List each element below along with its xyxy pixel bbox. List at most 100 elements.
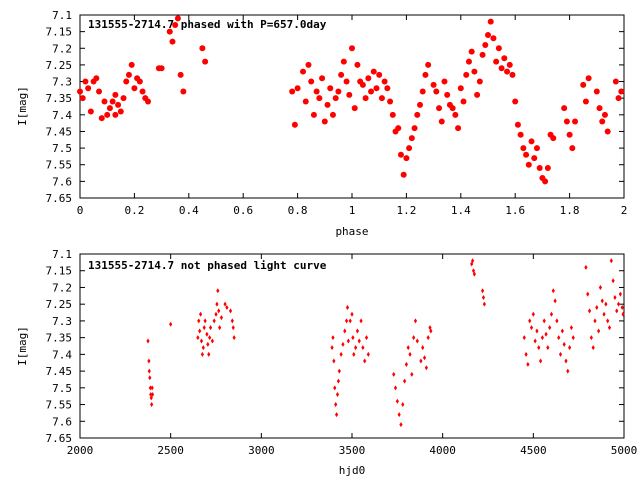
data-point xyxy=(329,111,336,118)
data-point xyxy=(540,335,544,341)
x-axis-label: phase xyxy=(335,225,368,238)
data-point xyxy=(600,298,604,304)
y-tick-label: 7.15 xyxy=(46,26,73,39)
data-point xyxy=(359,81,366,88)
data-point xyxy=(493,58,500,65)
data-point xyxy=(365,75,372,82)
data-point xyxy=(465,58,472,65)
x-tick-label: 0.2 xyxy=(124,204,144,217)
data-point xyxy=(404,361,408,367)
data-point xyxy=(549,311,554,317)
y-tick-label: 7.15 xyxy=(46,265,73,278)
data-point xyxy=(452,111,459,118)
data-point xyxy=(172,21,179,28)
data-point xyxy=(406,145,413,152)
y-tick-label: 7.55 xyxy=(46,399,73,412)
data-point xyxy=(351,105,358,112)
data-point xyxy=(514,121,521,128)
data-point xyxy=(150,392,155,398)
y-axis-label: I[mag] xyxy=(16,86,29,126)
data-point xyxy=(93,75,100,82)
data-point xyxy=(208,325,213,331)
data-point xyxy=(512,98,519,105)
y-tick-label: 7.2 xyxy=(52,281,72,294)
data-point xyxy=(544,331,548,337)
data-point xyxy=(561,105,568,112)
data-point xyxy=(584,264,588,270)
data-point xyxy=(551,288,555,294)
data-point xyxy=(131,85,138,92)
data-point xyxy=(291,121,298,128)
data-point xyxy=(542,318,546,324)
data-point xyxy=(411,125,418,132)
data-point xyxy=(569,145,576,152)
data-point xyxy=(463,71,470,78)
data-point xyxy=(321,118,328,125)
data-point xyxy=(169,321,173,327)
data-point xyxy=(421,345,425,351)
plot-frame xyxy=(79,14,625,199)
data-point xyxy=(436,105,443,112)
data-point xyxy=(354,61,361,68)
x-tick-label: 5000 xyxy=(611,444,638,457)
data-point xyxy=(481,294,486,300)
data-point xyxy=(289,88,296,95)
data-point xyxy=(490,35,497,42)
data-point xyxy=(593,318,597,324)
data-point xyxy=(228,308,233,314)
data-point xyxy=(537,345,541,351)
data-point xyxy=(487,18,494,25)
data-point xyxy=(215,301,219,307)
data-point xyxy=(231,325,235,331)
data-point xyxy=(202,58,209,65)
data-point xyxy=(139,88,146,95)
data-point xyxy=(400,171,407,178)
data-point xyxy=(482,301,486,307)
data-point xyxy=(533,145,540,152)
data-point xyxy=(149,395,153,401)
data-point xyxy=(542,178,549,185)
data-point xyxy=(528,138,535,145)
data-point xyxy=(591,345,595,351)
data-point xyxy=(218,325,222,331)
data-point xyxy=(597,328,601,334)
data-point xyxy=(336,378,340,384)
data-point xyxy=(553,298,557,304)
x-tick-label: 0 xyxy=(77,204,84,217)
data-point xyxy=(501,55,508,62)
data-point xyxy=(166,28,173,35)
data-point xyxy=(498,65,505,72)
data-point xyxy=(363,358,367,364)
data-point xyxy=(438,118,445,125)
data-point xyxy=(520,145,527,152)
data-point xyxy=(199,45,206,52)
data-point xyxy=(324,101,331,108)
data-point xyxy=(615,308,619,314)
data-point xyxy=(536,165,543,172)
y-tick-label: 7.45 xyxy=(46,125,73,138)
data-point xyxy=(225,305,229,311)
data-point xyxy=(148,385,152,391)
data-point xyxy=(361,345,365,351)
data-point xyxy=(150,385,154,391)
data-point xyxy=(313,88,320,95)
data-point xyxy=(580,81,587,88)
y-tick-label: 7.5 xyxy=(52,382,72,395)
data-points xyxy=(146,258,625,428)
chart-title: 131555-2714.7 phased with P=657.0day xyxy=(88,18,327,31)
data-point xyxy=(125,71,132,78)
x-tick-label: 1.6 xyxy=(505,204,525,217)
y-tick-label: 7.2 xyxy=(52,42,72,55)
y-tick-label: 7.65 xyxy=(46,192,73,205)
y-tick-label: 7.1 xyxy=(52,9,72,22)
data-point xyxy=(332,358,336,364)
data-point xyxy=(430,81,437,88)
data-point xyxy=(331,335,335,341)
data-point xyxy=(422,71,429,78)
data-point xyxy=(223,301,227,307)
data-point xyxy=(557,335,561,341)
data-point xyxy=(415,338,419,344)
data-point xyxy=(457,85,464,92)
data-point xyxy=(618,291,622,297)
data-point xyxy=(433,88,440,95)
